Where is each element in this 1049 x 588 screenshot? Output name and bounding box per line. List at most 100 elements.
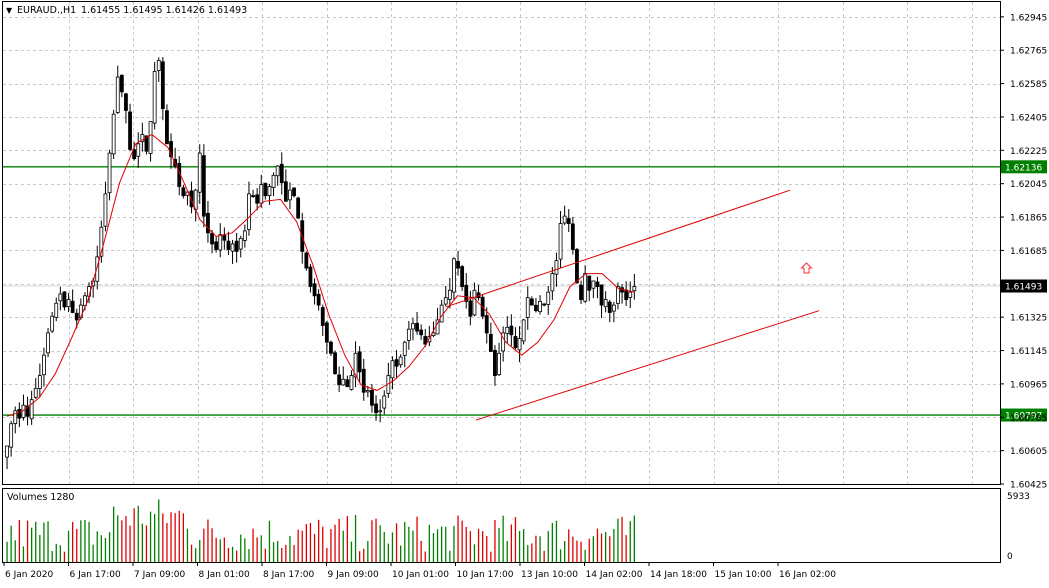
candle-bear bbox=[263, 182, 268, 197]
candle-bull bbox=[402, 341, 407, 356]
price-tick-label: 1.62045 bbox=[1010, 180, 1047, 190]
candle-bull bbox=[5, 445, 9, 458]
channel-upper-line[interactable] bbox=[445, 189, 791, 308]
candle-bear bbox=[234, 240, 239, 252]
candle-bear bbox=[370, 389, 374, 406]
candle-bull bbox=[95, 256, 100, 282]
candle-bear bbox=[132, 149, 137, 160]
candle-bear bbox=[312, 283, 317, 297]
candle-bull bbox=[247, 193, 251, 230]
candle-bear bbox=[329, 341, 333, 354]
trend-channel[interactable] bbox=[445, 189, 820, 421]
price-tick-label: 1.61685 bbox=[1010, 247, 1047, 257]
candle-bear bbox=[74, 312, 79, 321]
price-tick-label: 1.62405 bbox=[1010, 113, 1047, 123]
candle-bull bbox=[632, 286, 637, 292]
candle-bear bbox=[119, 74, 124, 93]
level-price-label: 1.60797 bbox=[1005, 412, 1042, 422]
candle-bear bbox=[587, 275, 592, 291]
current-price-marker: 1.61493 bbox=[1001, 279, 1047, 293]
candle-bull bbox=[505, 326, 510, 334]
candle-bear bbox=[201, 155, 206, 217]
candle-bear bbox=[357, 351, 362, 373]
candle-bear bbox=[575, 249, 579, 284]
channel-lower-line[interactable] bbox=[475, 310, 820, 421]
candle-bull bbox=[521, 319, 526, 342]
chart-header[interactable]: ▼ EURAUD.,H1 1.61455 1.61495 1.61426 1.6… bbox=[6, 5, 247, 16]
candle-bull bbox=[517, 338, 522, 351]
candle-bear bbox=[419, 329, 424, 336]
candle-bull bbox=[411, 323, 415, 330]
candle-bull bbox=[583, 273, 588, 302]
candle-bull bbox=[42, 354, 46, 376]
dropdown-triangle-icon[interactable]: ▼ bbox=[6, 6, 13, 15]
time-tick-label: 8 Jan 17:00 bbox=[263, 570, 315, 580]
time-tick-label: 16 Jan 02:00 bbox=[779, 570, 836, 580]
time-tick-label: 14 Jan 18:00 bbox=[650, 570, 707, 580]
candle-bear bbox=[251, 195, 255, 198]
candle-bear bbox=[283, 181, 288, 202]
candle-bull bbox=[538, 300, 542, 313]
candle-bear bbox=[144, 135, 149, 152]
price-tick-label: 1.62945 bbox=[1010, 13, 1047, 23]
candle-bull bbox=[603, 299, 608, 308]
level-price-label: 1.62136 bbox=[1005, 163, 1042, 173]
price-tick-label: 1.61325 bbox=[1010, 314, 1047, 324]
candle-bear bbox=[464, 284, 469, 302]
candle-bear bbox=[415, 322, 419, 332]
candle-bear bbox=[534, 304, 538, 312]
time-axis[interactable]: 6 Jan 2020 6 Jan 17:00 7 Jan 09:00 8 Jan 01… bbox=[3, 562, 836, 580]
candle-bull bbox=[611, 304, 616, 312]
candle-bear bbox=[513, 336, 518, 349]
candle-bear bbox=[345, 379, 350, 388]
candle-bear bbox=[607, 301, 612, 313]
candle-bull bbox=[103, 193, 108, 227]
candle-bull bbox=[341, 378, 346, 386]
candlestick-series bbox=[5, 57, 637, 470]
candle-bull bbox=[140, 134, 145, 143]
time-tick-label: 10 Jan 17:00 bbox=[457, 570, 514, 580]
candle-bear bbox=[542, 303, 547, 306]
candle-bull bbox=[156, 59, 161, 71]
candle-bull bbox=[9, 423, 14, 448]
price-tick-label: 1.61865 bbox=[1010, 214, 1047, 224]
ohlc-readout: 1.61455 1.61495 1.61426 1.61493 bbox=[81, 5, 247, 16]
moving-average-line bbox=[6, 133, 635, 417]
candle-bull bbox=[472, 289, 477, 316]
candle-bear bbox=[296, 197, 301, 219]
candle-bull bbox=[501, 332, 506, 352]
candle-bull bbox=[288, 189, 292, 201]
candle-bull bbox=[242, 230, 247, 241]
candle-bull bbox=[525, 297, 530, 318]
candle-bear bbox=[324, 322, 329, 343]
price-tick-label: 1.62765 bbox=[1010, 47, 1047, 57]
candle-bull bbox=[259, 184, 264, 204]
candle-bear bbox=[595, 281, 600, 287]
candle-bull bbox=[554, 260, 559, 275]
time-tick-label: 7 Jan 09:00 bbox=[134, 570, 186, 580]
volume-histogram bbox=[6, 499, 635, 562]
candle-bull bbox=[99, 226, 104, 257]
moving-average-series bbox=[6, 133, 635, 417]
price-tick-label: 1.60425 bbox=[1010, 481, 1047, 491]
candle-bear bbox=[460, 266, 465, 287]
volume-axis-zero-label: 0 bbox=[1007, 552, 1013, 562]
price-tick-label: 1.60605 bbox=[1010, 447, 1047, 457]
candle-bull bbox=[497, 352, 501, 376]
candle-bull bbox=[13, 410, 18, 424]
candle-bear bbox=[210, 232, 214, 245]
candle-bear bbox=[160, 61, 165, 109]
candle-bull bbox=[365, 389, 370, 393]
grid-lines bbox=[3, 2, 1000, 484]
candle-bull bbox=[406, 328, 411, 341]
candle-bull bbox=[275, 165, 280, 177]
candle-bull bbox=[107, 152, 112, 194]
candle-bear bbox=[214, 241, 219, 250]
horizontal-levels[interactable]: 1.62136 1.60797 bbox=[3, 160, 1047, 422]
candle-bear bbox=[456, 261, 460, 269]
candle-bull bbox=[452, 258, 456, 293]
candle-bear bbox=[333, 352, 337, 375]
